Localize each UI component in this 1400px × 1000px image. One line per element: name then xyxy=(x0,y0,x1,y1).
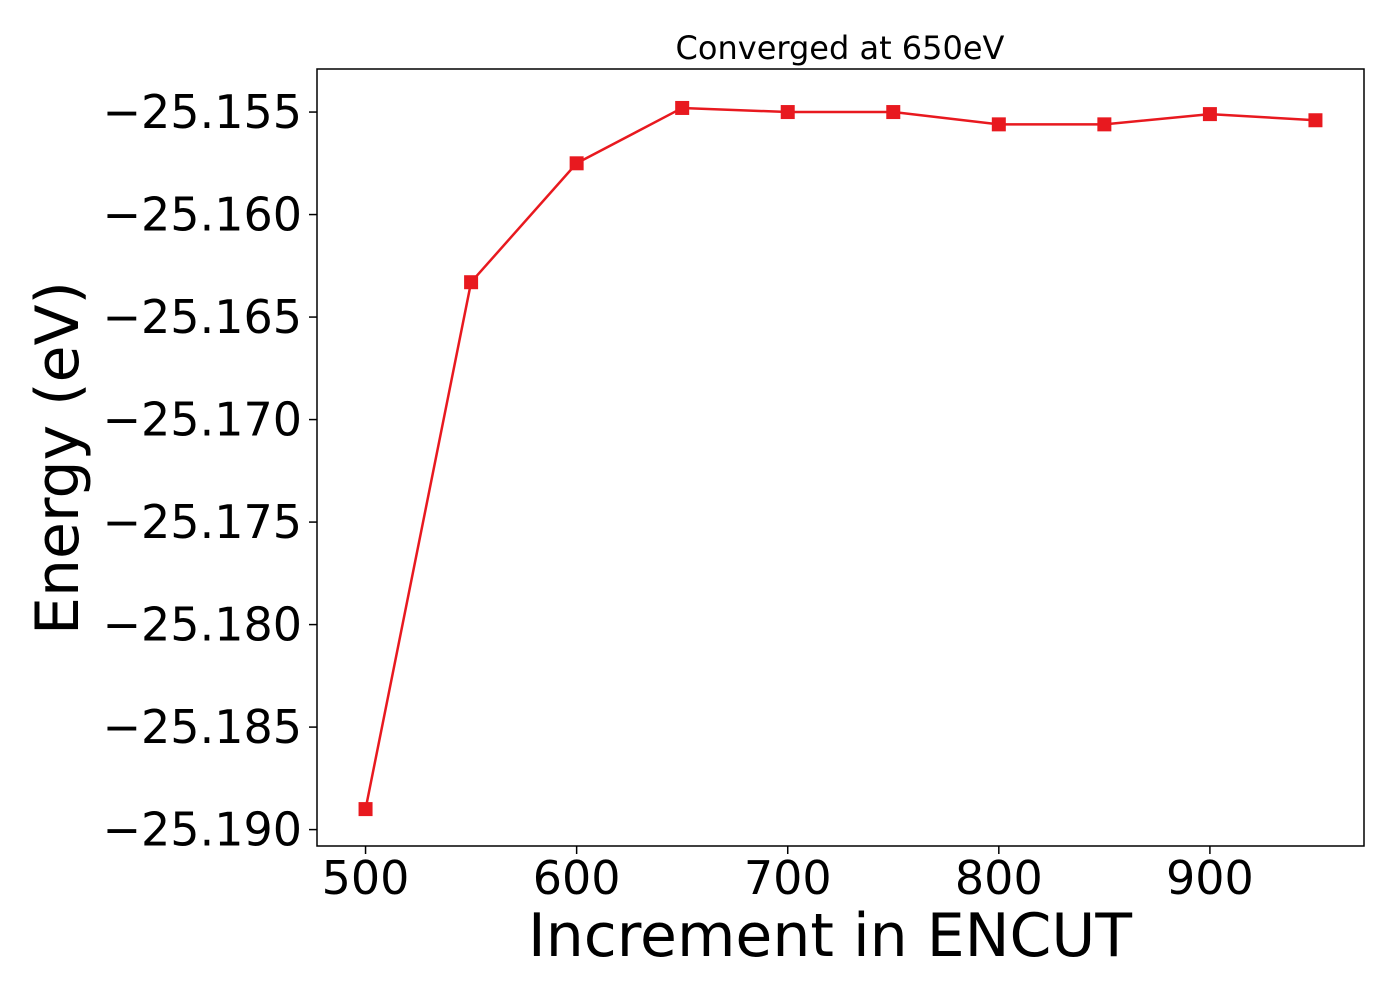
y-tick-label: −25.165 xyxy=(103,290,303,344)
series-line xyxy=(364,106,1316,810)
x-tick-label: 800 xyxy=(955,851,1043,905)
data-point xyxy=(675,100,690,115)
y-tick-label: −25.185 xyxy=(103,700,303,754)
y-axis-label: Energy (eV) xyxy=(23,281,93,635)
data-point xyxy=(464,275,479,290)
y-tick-label: −25.175 xyxy=(103,495,303,549)
plot-frame xyxy=(316,68,1365,847)
x-tick-label: 600 xyxy=(533,851,621,905)
chart-title: Converged at 650eV xyxy=(676,29,1005,67)
y-tick-label: −25.155 xyxy=(103,85,303,139)
data-point xyxy=(886,105,901,120)
y-axis: −25.155 −25.160 −25.165 −25.170 −25.175 −25.1… xyxy=(103,85,317,857)
data-point xyxy=(1202,107,1217,122)
data-point xyxy=(780,105,795,120)
data-point xyxy=(1308,113,1323,128)
series-layer xyxy=(358,100,1323,817)
data-point xyxy=(1097,117,1112,132)
data-point xyxy=(991,117,1006,132)
x-tick-label: 500 xyxy=(322,851,410,905)
y-tick-label: −25.160 xyxy=(103,188,303,242)
y-tick-label: −25.180 xyxy=(103,598,303,652)
data-point xyxy=(358,802,373,817)
y-tick-label: −25.190 xyxy=(103,803,303,857)
y-tick-label: −25.170 xyxy=(103,393,303,447)
data-point xyxy=(569,156,584,171)
x-tick-label: 900 xyxy=(1166,851,1254,905)
x-tick-label: 700 xyxy=(744,851,832,905)
x-axis-label: Increment in ENCUT xyxy=(528,901,1132,971)
x-axis: 500 600 700 800 900 xyxy=(322,846,1254,905)
